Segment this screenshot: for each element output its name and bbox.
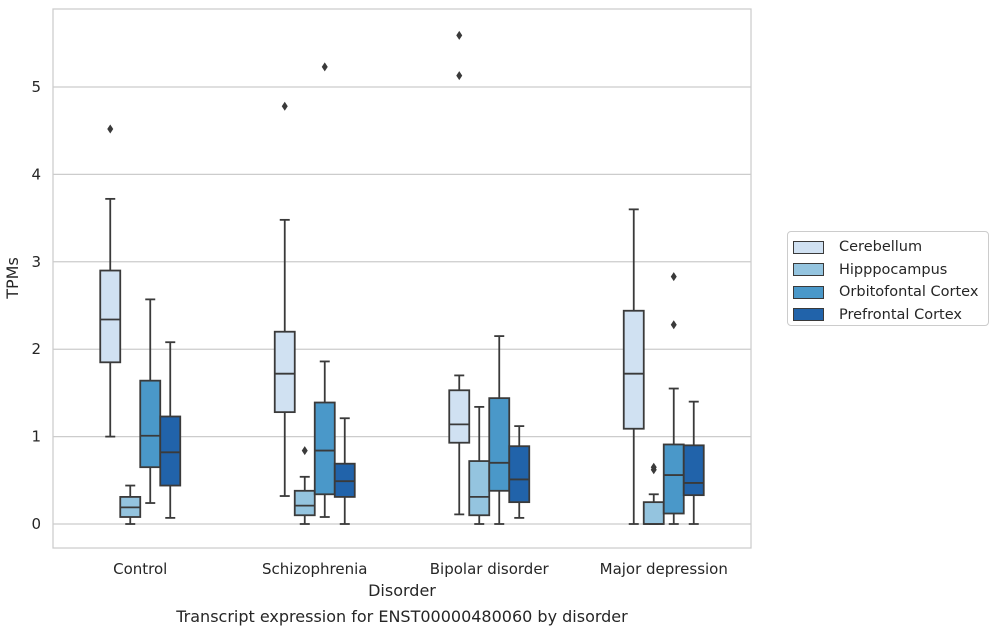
legend: Cerebellum Hipppocampus Orbitofontal Cor… — [787, 231, 989, 326]
outlier-bipolar-disorder-cerebellum-1 — [456, 30, 463, 40]
x-tick-label-bipolar-disorder: Bipolar disorder — [430, 560, 550, 578]
legend-label-cerebellum: Cerebellum — [839, 239, 923, 256]
outlier-schizophrenia-hipppocampus-0 — [301, 446, 308, 456]
legend-item-orbitofrontal-cortex: Orbitofontal Cortex — [793, 281, 988, 304]
y-axis-title: TPMs — [3, 257, 22, 300]
box-major-depression-prefrontal-cortex — [682, 444, 705, 497]
x-tick-label-major-depression: Major depression — [600, 560, 728, 578]
box-bipolar-disorder-cerebellum — [448, 389, 471, 444]
legend-label-orbitofrontal-cortex: Orbitofontal Cortex — [839, 284, 979, 301]
box-major-depression-hipppocampus — [642, 501, 665, 525]
box-control-cerebellum — [99, 269, 122, 364]
outlier-major-depression-hipppocampus-1 — [650, 462, 657, 472]
y-tick-label-3: 3 — [31, 253, 41, 271]
box-bipolar-disorder-prefrontal-cortex — [508, 445, 531, 504]
outlier-schizophrenia-orbitofontal-cortex-0 — [321, 62, 328, 72]
outlier-major-depression-orbitofontal-cortex-1 — [670, 272, 677, 282]
legend-label-hippocampus: Hipppocampus — [839, 261, 948, 278]
box-schizophrenia-cerebellum — [273, 330, 296, 414]
legend-item-cerebellum: Cerebellum — [793, 236, 988, 259]
x-axis-ticks: Control Schizophrenia Bipolar disorder Majo… — [113, 560, 728, 578]
box-series — [99, 30, 705, 525]
outlier-schizophrenia-cerebellum-0 — [281, 101, 288, 111]
plot-frame — [52, 8, 752, 549]
box-schizophrenia-orbitofontal-cortex — [313, 401, 336, 496]
x-tick-label-control: Control — [113, 560, 167, 578]
outlier-control-cerebellum-0 — [107, 124, 114, 134]
box-major-depression-orbitofontal-cortex — [662, 443, 685, 515]
x-tick-label-schizophrenia: Schizophrenia — [262, 560, 367, 578]
box-schizophrenia-hipppocampus — [293, 489, 316, 517]
y-tick-label-0: 0 — [31, 515, 41, 533]
y-tick-label-2: 2 — [31, 340, 41, 358]
outlier-major-depression-orbitofontal-cortex-0 — [670, 320, 677, 330]
y-axis-ticks: 0 1 2 3 4 5 — [31, 78, 41, 533]
legend-label-prefrontal-cortex: Prefrontal Cortex — [839, 306, 962, 323]
x-axis-title: Disorder — [368, 581, 436, 600]
legend-swatch-prefrontal-cortex — [793, 308, 824, 322]
box-major-depression-cerebellum — [622, 309, 645, 430]
y-tick-label-1: 1 — [31, 428, 41, 446]
box-control-orbitofontal-cortex — [139, 379, 162, 469]
y-tick-label-5: 5 — [31, 78, 41, 96]
outlier-bipolar-disorder-cerebellum-0 — [456, 71, 463, 81]
legend-item-prefrontal-cortex: Prefrontal Cortex — [793, 304, 988, 327]
box-control-prefrontal-cortex — [159, 415, 182, 487]
y-tick-label-4: 4 — [31, 165, 41, 183]
legend-item-hippocampus: Hipppocampus — [793, 259, 988, 282]
chart-title: Transcript expression for ENST0000048006… — [175, 607, 628, 626]
box-bipolar-disorder-orbitofontal-cortex — [488, 397, 511, 492]
legend-swatch-cerebellum — [793, 240, 824, 254]
box-bipolar-disorder-hipppocampus — [468, 460, 491, 517]
legend-swatch-orbitofrontal-cortex — [793, 285, 824, 299]
legend-swatch-hippocampus — [793, 263, 824, 277]
